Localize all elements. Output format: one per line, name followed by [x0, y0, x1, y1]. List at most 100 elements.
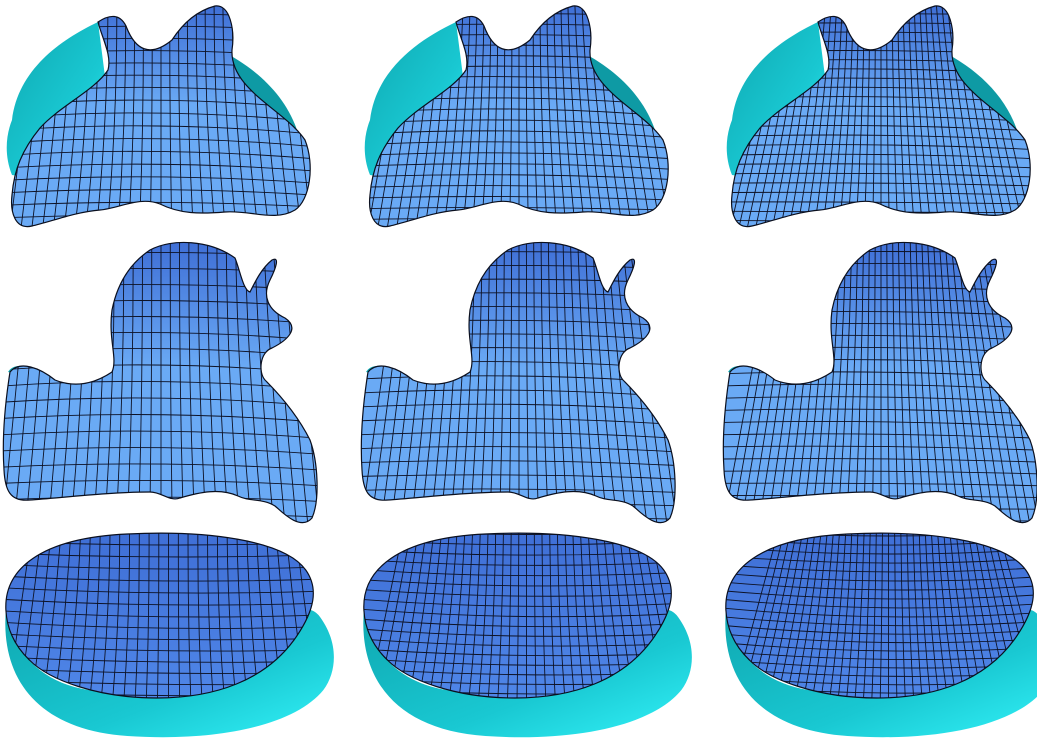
mesh-line — [186, 5, 194, 227]
mesh-line — [595, 533, 621, 699]
mesh-line — [777, 533, 816, 699]
mesh-line — [725, 555, 1034, 564]
mesh-line — [758, 533, 804, 699]
mesh-line — [786, 533, 822, 699]
mesh-line — [187, 533, 193, 699]
mesh-line — [725, 616, 1034, 627]
mesh-line — [401, 533, 435, 699]
mesh-line — [731, 144, 1031, 150]
mesh-line — [967, 533, 1010, 699]
mesh-line — [3, 447, 318, 455]
mesh-line — [275, 533, 300, 699]
mesh-line — [363, 569, 672, 577]
mesh-line — [361, 403, 676, 412]
mesh-line — [369, 152, 669, 160]
panel-saddle-surface-2 — [364, 5, 669, 228]
mesh-line — [380, 533, 420, 699]
mesh-line — [723, 482, 1037, 487]
mesh-line — [725, 598, 1034, 609]
mesh-line — [913, 5, 932, 227]
mesh-line — [731, 182, 1031, 187]
quad-mesh-grid — [5, 533, 314, 699]
mesh-line — [2, 236, 320, 240]
mesh-line — [11, 163, 311, 172]
mesh-line — [369, 533, 412, 699]
mesh-line — [725, 607, 1034, 618]
panel-duck-silhouette-surface-2 — [360, 238, 678, 524]
mesh-line — [265, 533, 288, 699]
mesh-line — [723, 421, 1037, 427]
mesh-line — [177, 533, 181, 699]
mesh-line — [95, 5, 109, 227]
mesh-line — [722, 239, 1037, 240]
mesh-line — [474, 533, 489, 699]
mesh-line — [11, 150, 311, 160]
mesh-line — [546, 5, 558, 227]
mesh-line — [452, 5, 471, 227]
surface-outline — [2, 241, 318, 524]
mesh-line — [587, 533, 611, 699]
mesh-line — [540, 242, 550, 523]
mesh-line — [973, 533, 1019, 699]
mesh-line — [363, 608, 672, 618]
surface-outline — [5, 532, 314, 699]
mesh-line — [553, 5, 567, 227]
mesh-line — [560, 5, 577, 227]
mesh-line — [898, 242, 908, 523]
mesh-line — [731, 153, 1031, 160]
panel-bowl-surface-2 — [363, 532, 692, 738]
mesh-line — [979, 533, 1028, 699]
mesh-line — [390, 533, 427, 699]
mesh-line — [360, 238, 678, 240]
panel-saddle-surface-1 — [6, 5, 311, 228]
mesh-line — [5, 533, 314, 534]
mesh-line — [725, 572, 1034, 582]
mesh-line — [767, 533, 810, 699]
mesh-line — [11, 176, 311, 184]
surface-face — [723, 242, 1037, 523]
mesh-line — [11, 37, 311, 45]
surface-face — [363, 533, 672, 698]
mesh-line — [731, 31, 1031, 36]
surface-backside — [364, 22, 466, 176]
mesh-line — [564, 533, 580, 699]
mesh-line — [72, 533, 91, 699]
mesh-line — [886, 242, 891, 523]
mesh-line — [204, 5, 216, 227]
mesh-line — [740, 533, 792, 699]
mesh-line — [749, 533, 798, 699]
mesh-line — [723, 445, 1037, 451]
surface-backside — [6, 22, 109, 176]
mesh-line — [226, 533, 241, 699]
mesh-line — [581, 5, 605, 227]
mesh-line — [725, 581, 1034, 591]
mesh-line — [5, 575, 314, 582]
mesh-line — [908, 5, 924, 227]
mesh-line — [731, 220, 1031, 223]
surface-face — [3, 242, 318, 523]
panel-duck-silhouette-surface-1 — [2, 236, 320, 524]
mesh-line — [539, 5, 548, 227]
mesh-line — [3, 463, 318, 471]
mesh-line — [731, 191, 1031, 196]
mesh-line — [5, 610, 314, 618]
mesh-line — [723, 433, 1037, 439]
mesh-line — [235, 242, 253, 523]
mesh-line — [3, 397, 318, 407]
mesh-line — [11, 189, 311, 196]
mesh-line — [369, 130, 669, 138]
panel-duck-silhouette-surface-3 — [722, 239, 1037, 524]
mesh-line — [197, 533, 205, 699]
mesh-line — [213, 5, 227, 227]
mesh-line — [108, 533, 121, 699]
mesh-line — [723, 507, 1037, 510]
mesh-line — [106, 5, 118, 227]
mesh-line — [361, 488, 676, 493]
mesh-line — [572, 533, 590, 699]
mesh-line — [832, 533, 853, 699]
mesh-line — [725, 633, 1034, 644]
mesh-line — [731, 13, 1031, 16]
mesh-line — [120, 533, 130, 699]
mesh-line — [369, 23, 669, 29]
mesh-line — [461, 5, 478, 227]
